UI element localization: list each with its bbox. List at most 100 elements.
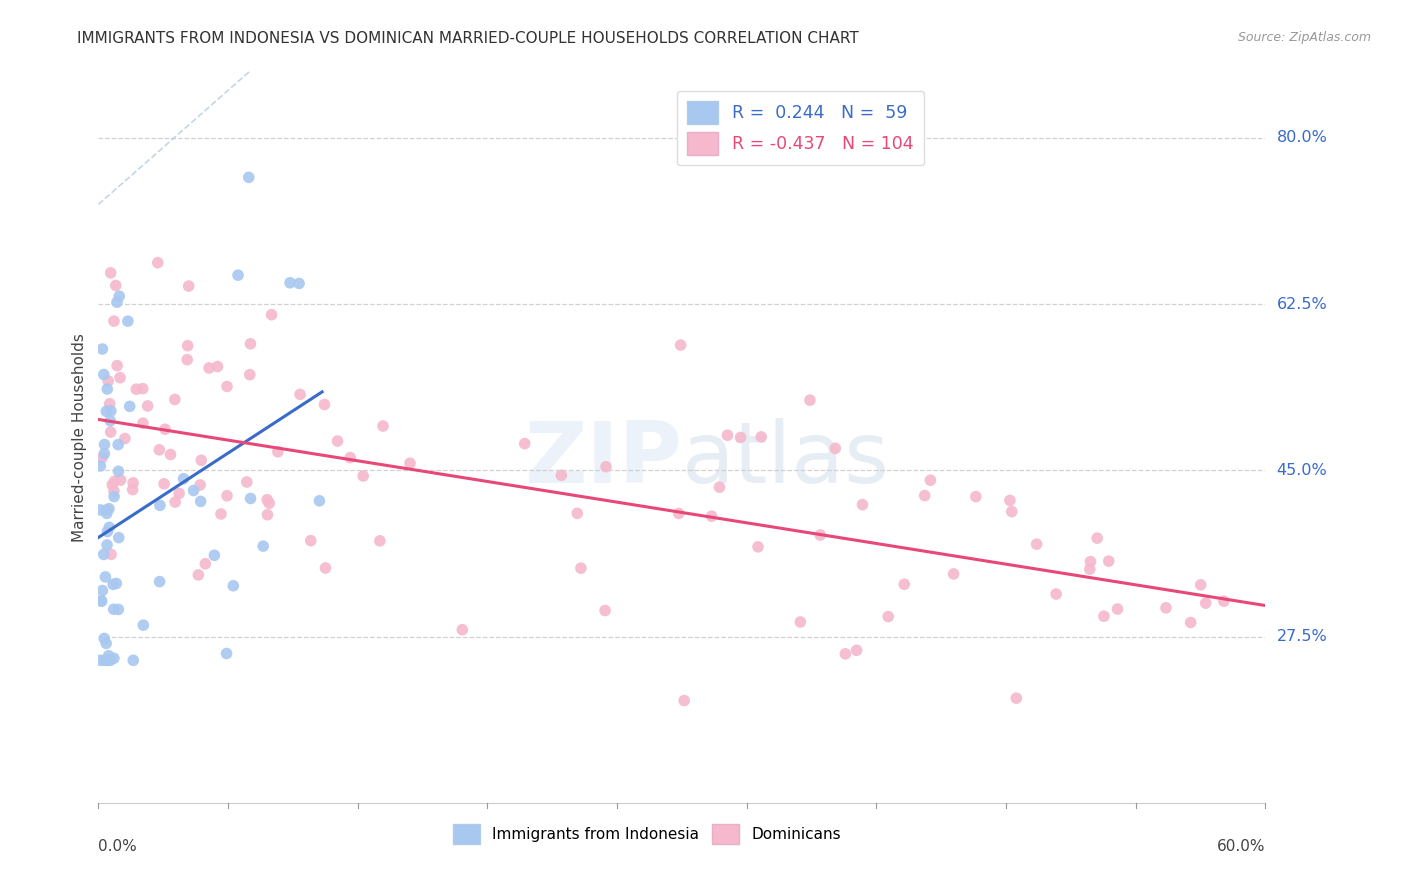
Point: [93, 632, 115, 646]
Point: [789, 615, 811, 629]
Point: [108, 289, 131, 303]
Point: [1078, 562, 1101, 576]
Point: [89, 458, 111, 473]
Point: [256, 492, 278, 507]
Point: [132, 382, 155, 396]
Text: 0.0%: 0.0%: [98, 838, 138, 854]
Point: [125, 382, 148, 396]
Point: [1045, 587, 1067, 601]
Point: [96, 538, 118, 552]
Point: [595, 459, 617, 474]
Point: [893, 577, 915, 591]
Point: [550, 468, 572, 483]
Point: [314, 398, 336, 412]
Point: [567, 506, 589, 520]
Point: [1195, 596, 1218, 610]
Point: [148, 442, 170, 457]
Point: [709, 480, 731, 494]
Point: [920, 473, 942, 487]
Point: [749, 430, 772, 444]
Point: [1189, 578, 1212, 592]
Point: [103, 314, 125, 328]
Point: [107, 531, 129, 545]
Point: [103, 475, 125, 489]
Point: [352, 469, 374, 483]
Point: [101, 478, 124, 492]
Point: [669, 338, 692, 352]
Point: [187, 568, 209, 582]
Point: [942, 566, 965, 581]
Point: [339, 450, 361, 465]
Point: [96, 382, 118, 396]
Text: 80.0%: 80.0%: [1277, 130, 1327, 145]
Point: [98, 397, 121, 411]
Point: [267, 444, 290, 458]
Point: [183, 483, 205, 498]
Point: [94, 570, 117, 584]
Point: [1098, 554, 1121, 568]
Point: [965, 490, 987, 504]
Point: [177, 279, 200, 293]
Point: [252, 539, 274, 553]
Point: [914, 489, 936, 503]
Point: [105, 576, 128, 591]
Point: [91, 450, 114, 465]
Point: [107, 464, 129, 478]
Point: [96, 636, 118, 650]
Text: atlas: atlas: [682, 417, 890, 500]
Point: [96, 653, 118, 667]
Point: [173, 472, 195, 486]
Point: [1001, 505, 1024, 519]
Point: [190, 453, 212, 467]
Point: [94, 653, 117, 667]
Point: [834, 647, 856, 661]
Point: [159, 448, 181, 462]
Point: [188, 478, 211, 492]
Point: [97, 374, 120, 388]
Point: [104, 278, 127, 293]
Point: [91, 342, 114, 356]
Point: [96, 524, 118, 539]
Point: [122, 653, 145, 667]
Point: [176, 339, 198, 353]
Point: [239, 491, 262, 506]
Point: [93, 368, 115, 382]
Text: 45.0%: 45.0%: [1277, 463, 1327, 478]
Point: [100, 425, 122, 439]
Point: [165, 495, 187, 509]
Point: [256, 508, 278, 522]
Point: [845, 643, 868, 657]
Point: [149, 499, 172, 513]
Point: [260, 308, 283, 322]
Point: [132, 416, 155, 430]
Point: [1005, 691, 1028, 706]
Point: [1107, 602, 1129, 616]
Point: [89, 653, 111, 667]
Point: [114, 432, 136, 446]
Point: [176, 352, 198, 367]
Point: [1085, 531, 1108, 545]
Point: [103, 490, 125, 504]
Point: [103, 651, 125, 665]
Point: [288, 277, 311, 291]
Point: [98, 520, 121, 534]
Point: [198, 361, 221, 376]
Point: [371, 419, 394, 434]
Point: [1212, 594, 1234, 608]
Point: [194, 557, 217, 571]
Point: [513, 436, 536, 450]
Point: [90, 594, 112, 608]
Point: [215, 379, 238, 393]
Point: [93, 447, 115, 461]
Point: [851, 498, 873, 512]
Point: [96, 502, 118, 516]
Point: [299, 533, 322, 548]
Point: [1025, 537, 1047, 551]
Point: [100, 266, 122, 280]
Point: [90, 594, 112, 608]
Point: [98, 501, 121, 516]
Point: [93, 548, 115, 562]
Point: [259, 496, 281, 510]
Text: ZIP: ZIP: [524, 417, 682, 500]
Point: [824, 442, 846, 456]
